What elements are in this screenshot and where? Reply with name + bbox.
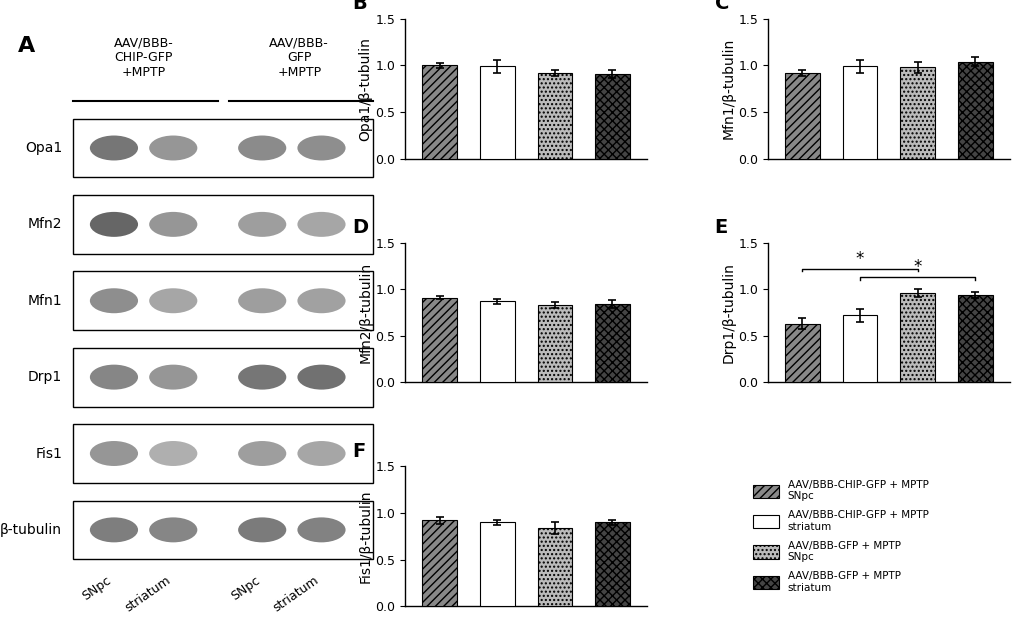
Bar [595,74,629,159]
Bar [73,271,373,330]
Bar [957,62,991,159]
Bar [73,119,373,178]
Ellipse shape [149,136,197,161]
Bar [537,305,572,382]
Bar [957,295,991,382]
Ellipse shape [298,518,345,542]
Text: E: E [714,218,728,237]
Bar [422,521,457,606]
Text: striatum: striatum [122,574,173,615]
Bar [73,195,373,254]
Y-axis label: Fis1/β-tubulin: Fis1/β-tubulin [359,489,372,583]
Text: Fis1: Fis1 [36,446,62,461]
Bar [480,301,514,382]
Y-axis label: Mfn1/β-tubulin: Mfn1/β-tubulin [720,38,735,139]
Ellipse shape [149,518,197,542]
Bar [900,293,934,382]
Text: AAV/BBB-
CHIP-GFP
+MPTP: AAV/BBB- CHIP-GFP +MPTP [114,36,173,79]
Ellipse shape [149,364,197,389]
Text: Mfn1: Mfn1 [28,294,62,308]
Ellipse shape [149,441,197,466]
Legend: AAV/BBB-CHIP-GFP + MPTP
SNpc, AAV/BBB-CHIP-GFP + MPTP
striatum, AAV/BBB-GFP + MP: AAV/BBB-CHIP-GFP + MPTP SNpc, AAV/BBB-CH… [748,476,931,597]
Text: D: D [352,218,368,237]
Ellipse shape [90,288,138,313]
Text: C: C [714,0,729,13]
Bar [537,73,572,159]
Ellipse shape [237,364,286,389]
Bar [480,522,514,606]
Bar [422,66,457,159]
Y-axis label: Opa1/β-tubulin: Opa1/β-tubulin [359,37,372,141]
Text: AAV/BBB-
GFP
+MPTP: AAV/BBB- GFP +MPTP [269,36,329,79]
Text: *: * [855,250,863,268]
Ellipse shape [298,364,345,389]
Bar [595,304,629,382]
Bar [480,66,514,159]
Ellipse shape [237,212,286,237]
Ellipse shape [298,212,345,237]
Ellipse shape [90,441,138,466]
Text: B: B [352,0,367,13]
Bar [73,501,373,559]
Ellipse shape [298,441,345,466]
Ellipse shape [90,136,138,161]
Bar [537,528,572,606]
Ellipse shape [298,136,345,161]
Ellipse shape [90,364,138,389]
Bar [595,522,629,606]
Ellipse shape [149,288,197,313]
Bar [842,315,876,382]
Text: *: * [913,258,921,276]
Bar [900,68,934,159]
Text: F: F [352,442,365,461]
Text: β-tubulin: β-tubulin [0,523,62,537]
Y-axis label: Drp1/β-tubulin: Drp1/β-tubulin [720,262,735,363]
Bar [785,324,819,382]
Text: SNpc: SNpc [228,574,262,603]
Text: Opa1: Opa1 [24,141,62,155]
Text: A: A [17,36,35,56]
Ellipse shape [237,518,286,542]
Ellipse shape [90,212,138,237]
Bar [785,73,819,159]
Ellipse shape [149,212,197,237]
Ellipse shape [298,288,345,313]
Text: Mfn2: Mfn2 [28,217,62,231]
Bar [73,348,373,406]
Ellipse shape [90,518,138,542]
Text: SNpc: SNpc [81,574,114,603]
Bar [422,298,457,382]
Ellipse shape [237,288,286,313]
Ellipse shape [237,441,286,466]
Bar [842,66,876,159]
Bar [73,424,373,483]
Text: striatum: striatum [271,574,321,615]
Y-axis label: Mfn2/β-tubulin: Mfn2/β-tubulin [359,262,372,363]
Text: Drp1: Drp1 [28,370,62,384]
Ellipse shape [237,136,286,161]
